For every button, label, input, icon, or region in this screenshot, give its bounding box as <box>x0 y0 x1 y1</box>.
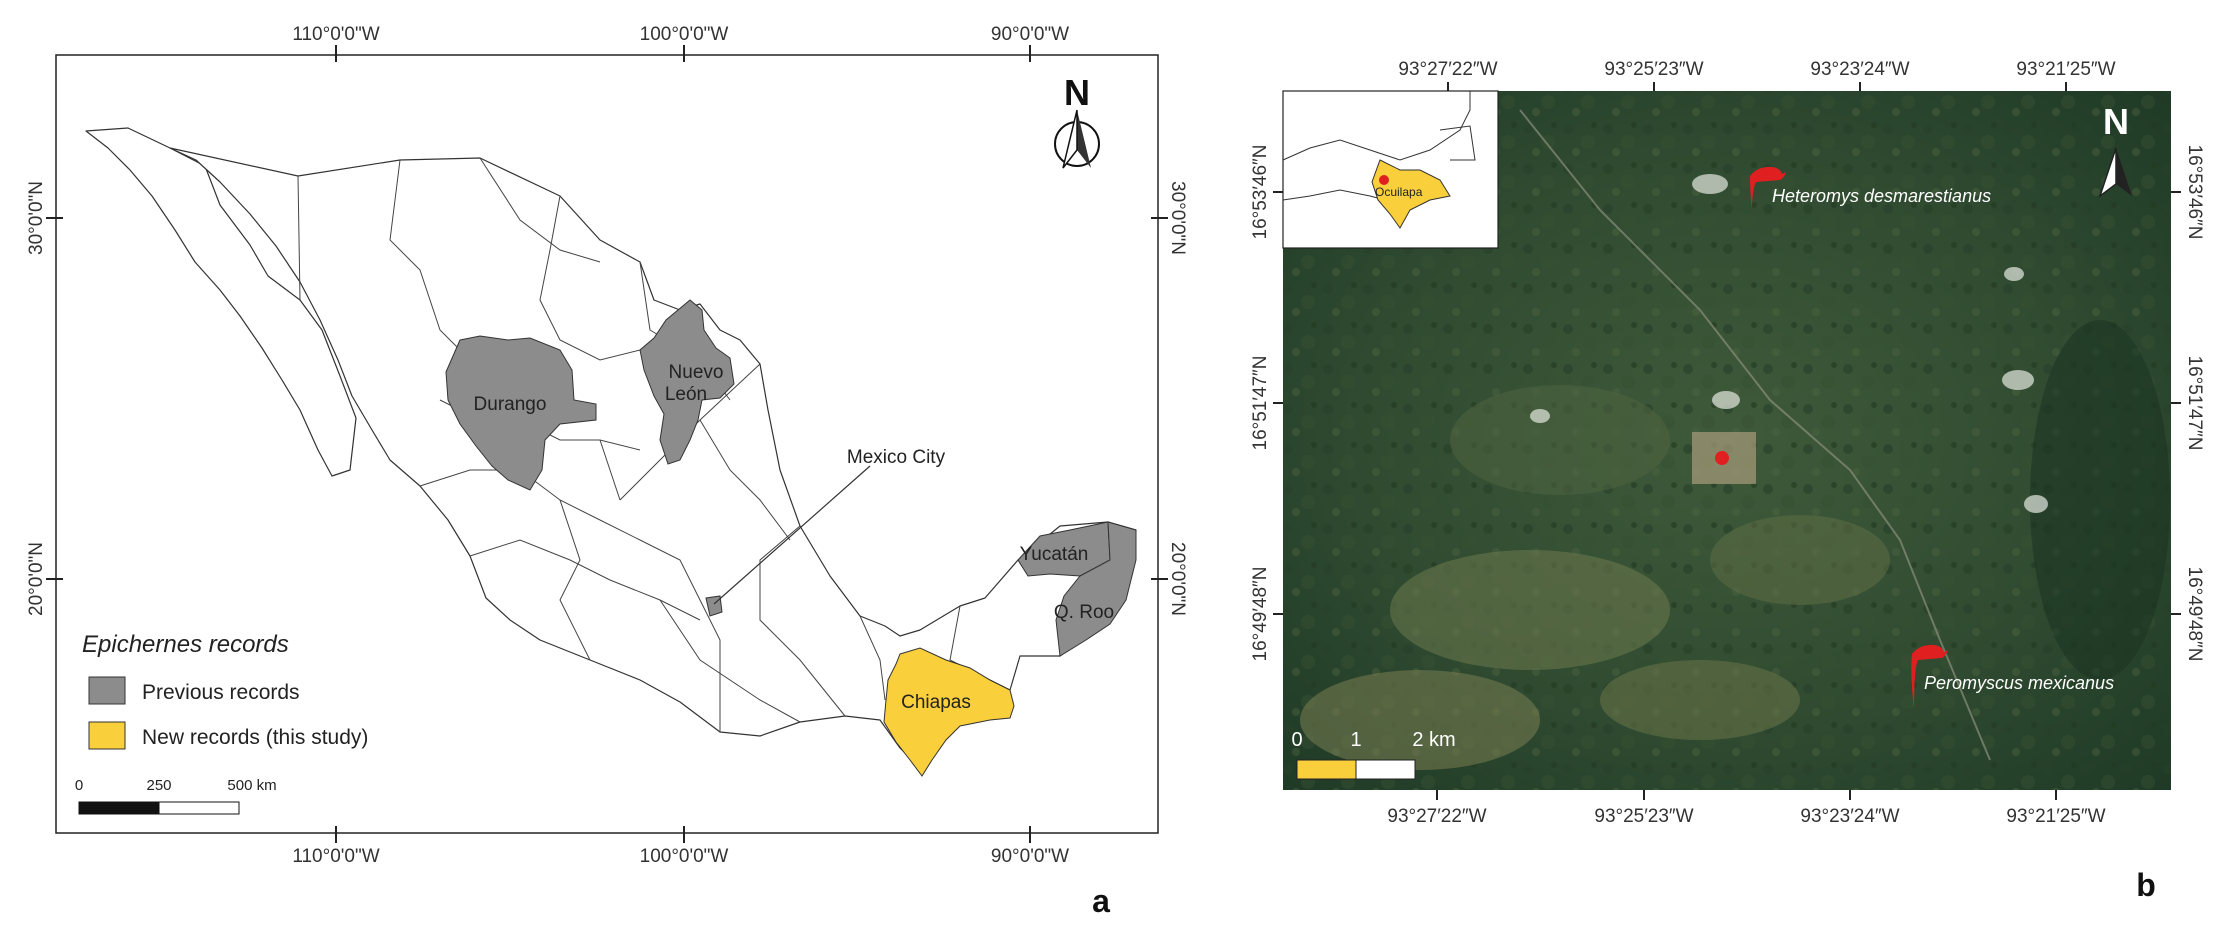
b-right-lat-label-2: 16°51′47″N <box>2184 355 2205 450</box>
bottom-lon-label-3: 90°0'0"W <box>991 846 1069 867</box>
ocuilapa-marker <box>1715 451 1729 465</box>
species-label-heteromys: Heteromys desmarestianus <box>1772 186 1991 206</box>
b-bottom-lon-label-2: 93°25′23″W <box>1594 806 1693 827</box>
nuevo-leon-label-line2: León <box>665 384 707 405</box>
b-scale-tick-0: 0 <box>1291 729 1302 751</box>
nuevo-leon-state <box>639 299 735 465</box>
mexico-mainland <box>169 147 1137 769</box>
b-left-lat-label-1: 16°53′46″N <box>1250 144 1271 239</box>
b-top-lon-label-1: 93°27′22″W <box>1398 59 1497 80</box>
b-left-lat-label-3: 16°49′48″N <box>1250 566 1271 661</box>
north-letter-a: N <box>1064 72 1090 113</box>
legend-title: Epichernes records <box>82 631 289 658</box>
legend-swatch-new <box>88 721 126 750</box>
baja-california <box>85 127 357 477</box>
durango-state <box>445 335 597 491</box>
panel-letter-b: b <box>2136 867 2156 903</box>
mexico-city-leader-line <box>713 465 871 605</box>
b-top-lon-label-3: 93°23′24″W <box>1810 59 1909 80</box>
legend-label-new: New records (this study) <box>142 726 368 749</box>
scale-tick-500: 500 km <box>227 777 276 794</box>
road <box>1519 109 1991 761</box>
chiapas-label: Chiapas <box>901 692 971 713</box>
right-lat-label-1: 30°0'0"N <box>1167 181 1188 255</box>
qroo-label: Q. Roo <box>1054 602 1114 623</box>
clouds <box>1530 174 2048 513</box>
panel-letter-a: a <box>1092 883 1110 919</box>
b-right-lat-label-3: 16°49′48″N <box>2184 566 2205 661</box>
nuevo-leon-label-line1: Nuevo <box>669 362 724 383</box>
legend: Epichernes records Previous records New … <box>82 631 368 750</box>
panel-b-satellite: 93°27′22″W 93°25′23″W 93°23′24″W 93°21′2… <box>1250 59 2205 903</box>
bottom-lon-label-2: 100°0'0"W <box>640 846 729 867</box>
graticule-ticks <box>46 45 1168 843</box>
yucatan-label: Yucatán <box>1020 544 1089 565</box>
b-scale-tick-1: 1 <box>1350 729 1361 751</box>
left-lat-label-2: 20°0'0"N <box>26 542 47 616</box>
b-top-lon-label-4: 93°21′25″W <box>2016 59 2115 80</box>
north-letter-b: N <box>2103 101 2129 142</box>
scale-bar-a: 0 250 500 km <box>75 777 277 815</box>
b-bottom-lon-label-3: 93°23′24″W <box>1800 806 1899 827</box>
inset-label-ocuilapa: Ocuilapa <box>1375 185 1423 199</box>
mouse-icon <box>1750 166 1786 210</box>
north-arrow-b: N <box>2098 101 2132 199</box>
legend-label-previous: Previous records <box>142 681 300 704</box>
graticule-ticks-b <box>1273 82 2181 800</box>
right-lat-label-2: 20°0'0"N <box>1167 542 1188 616</box>
field-patches <box>1300 320 2170 770</box>
chiapas-state <box>883 647 1015 777</box>
top-lon-label-1: 110°0'0"W <box>292 24 379 45</box>
scale-bar-b: 0 1 2 km <box>1291 729 1456 780</box>
left-lat-label-1: 30°0'0"N <box>26 181 47 255</box>
b-bottom-lon-label-1: 93°27′22″W <box>1387 806 1486 827</box>
b-top-lon-label-2: 93°25′23″W <box>1604 59 1703 80</box>
bottom-lon-label-1: 110°0'0"W <box>292 846 379 867</box>
mouse-icon <box>1911 644 1948 708</box>
legend-swatch-previous <box>88 676 126 705</box>
mexico-city-label: Mexico City <box>847 447 946 468</box>
b-bottom-lon-label-4: 93°21′25″W <box>2006 806 2105 827</box>
top-lon-label-3: 90°0'0"W <box>991 24 1069 45</box>
quintana-roo-state <box>1055 521 1137 657</box>
panel-a-map: 110°0'0"W 100°0'0"W 90°0'0"W 110°0'0"W 1… <box>26 24 1188 919</box>
mexico-outline <box>85 127 1137 769</box>
durango-label: Durango <box>474 394 547 415</box>
north-arrow-a: N <box>1054 72 1100 169</box>
b-right-lat-label-1: 16°53′46″N <box>2184 144 2205 239</box>
top-lon-label-2: 100°0'0"W <box>640 24 729 45</box>
scale-tick-250: 250 <box>146 777 171 794</box>
species-label-peromyscus: Peromyscus mexicanus <box>1924 673 2114 693</box>
b-left-lat-label-2: 16°51′47″N <box>1250 355 1271 450</box>
inset-map: Ocuilapa <box>1282 90 1499 249</box>
b-scale-tick-2: 2 km <box>1412 729 1455 751</box>
scale-tick-0: 0 <box>75 777 83 794</box>
